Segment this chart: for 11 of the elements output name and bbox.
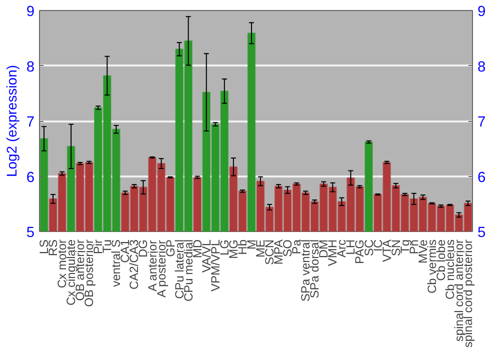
- y-tick-label: 8: [26, 59, 35, 76]
- y2-tick-label: 7: [478, 114, 486, 130]
- y2-tick-label: 6: [478, 170, 486, 186]
- y-tick-label: 9: [26, 4, 35, 20]
- y-tick-label: 5: [26, 225, 35, 241]
- y-axis-title: Log2 (expression): [3, 64, 20, 178]
- y2-tick-label: 5: [478, 225, 486, 241]
- y-tick-label: 7: [26, 114, 35, 130]
- y2-tick-label: 8: [478, 59, 486, 76]
- y2-tick-label: 9: [478, 4, 486, 20]
- y-tick-label: 6: [26, 170, 35, 186]
